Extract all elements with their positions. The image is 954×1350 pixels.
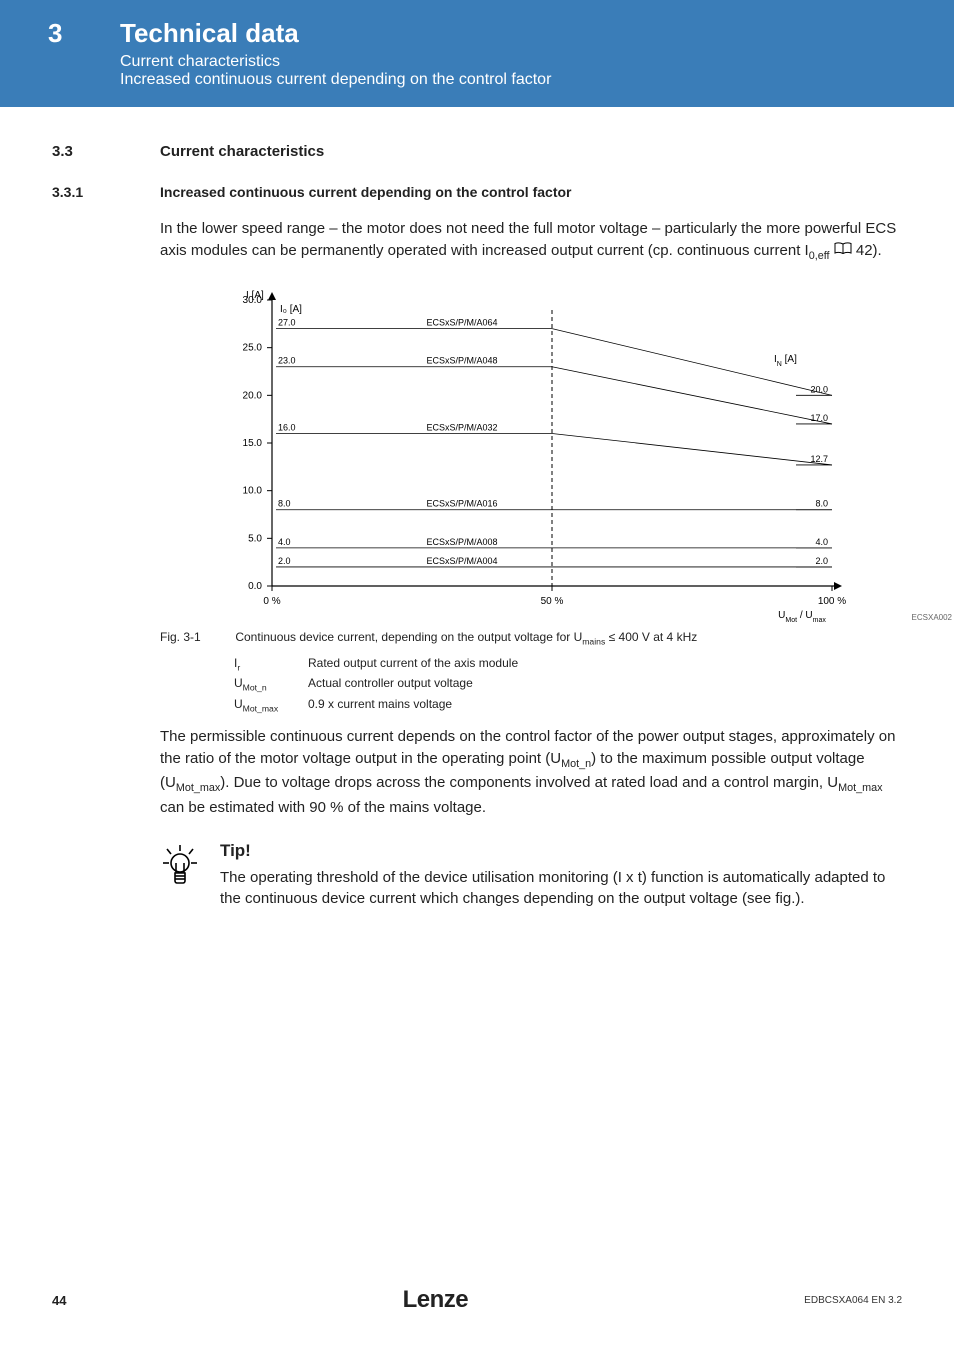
- svg-text:10.0: 10.0: [243, 486, 263, 497]
- continuous-current-chart: 0.05.010.015.020.025.030.00 %50 %100 %I …: [212, 282, 902, 622]
- svg-text:ECSxS/P/M/A004: ECSxS/P/M/A004: [426, 556, 497, 566]
- subsection-title: Increased continuous current depending o…: [160, 184, 571, 200]
- lenze-logo: Lenze: [66, 1286, 804, 1314]
- book-icon: [834, 240, 852, 262]
- page-number: 44: [52, 1293, 66, 1308]
- svg-text:ECSxS/P/M/A016: ECSxS/P/M/A016: [426, 499, 497, 509]
- subsection-heading: 3.3.1 Increased continuous current depen…: [52, 184, 902, 200]
- document-code: EDBCSXA064 EN 3.2: [804, 1295, 902, 1306]
- svg-text:ECSxS/P/M/A048: ECSxS/P/M/A048: [426, 356, 497, 366]
- legend-description: Rated output current of the axis module: [308, 655, 526, 673]
- svg-text:ECSxS/P/M/A008: ECSxS/P/M/A008: [426, 537, 497, 547]
- lightbulb-icon: [160, 841, 204, 892]
- svg-text:4.0: 4.0: [815, 537, 828, 547]
- figure-caption: Fig. 3-1 Continuous device current, depe…: [160, 630, 902, 646]
- svg-text:5.0: 5.0: [248, 534, 262, 545]
- section-number: 3.3: [52, 143, 160, 160]
- legend-symbol: UMot_max: [234, 696, 306, 714]
- paragraph-control-factor: The permissible continuous current depen…: [160, 726, 902, 819]
- svg-text:0 %: 0 %: [263, 596, 280, 607]
- tip-block: Tip! The operating threshold of the devi…: [160, 841, 902, 911]
- legend-symbol: UMot_n: [234, 675, 306, 693]
- svg-text:2.0: 2.0: [278, 556, 291, 566]
- svg-text:15.0: 15.0: [243, 438, 263, 449]
- paragraph-intro: In the lower speed range – the motor doe…: [160, 218, 902, 264]
- figure-legend: IrRated output current of the axis modul…: [232, 653, 528, 716]
- chapter-header: 3 Technical data Current characteristics…: [0, 0, 954, 107]
- chapter-title: Technical data: [120, 18, 954, 49]
- page-footer: 44 Lenze EDBCSXA064 EN 3.2: [0, 1286, 954, 1314]
- svg-text:4.0: 4.0: [278, 537, 291, 547]
- svg-text:UMot / Umax: UMot / Umax: [778, 610, 826, 622]
- svg-text:8.0: 8.0: [815, 499, 828, 509]
- svg-text:8.0: 8.0: [278, 499, 291, 509]
- svg-text:IN [A]: IN [A]: [774, 354, 797, 368]
- svg-text:20.0: 20.0: [243, 391, 263, 402]
- figure-label: Fig. 3-1: [160, 630, 232, 644]
- section-heading: 3.3 Current characteristics: [52, 143, 902, 160]
- svg-text:50 %: 50 %: [541, 596, 564, 607]
- legend-description: Actual controller output voltage: [308, 675, 526, 693]
- svg-text:27.0: 27.0: [278, 318, 296, 328]
- svg-text:I₀ [A]: I₀ [A]: [280, 304, 302, 315]
- section-title: Current characteristics: [160, 143, 324, 160]
- chapter-subtitle-1: Current characteristics: [120, 53, 954, 71]
- svg-text:12.7: 12.7: [810, 454, 828, 464]
- chapter-number: 3: [0, 18, 120, 49]
- svg-text:I [A]: I [A]: [246, 290, 264, 301]
- svg-text:0.0: 0.0: [248, 581, 262, 592]
- legend-description: 0.9 x current mains voltage: [308, 696, 526, 714]
- svg-text:16.0: 16.0: [278, 423, 296, 433]
- svg-text:ECSxS/P/M/A064: ECSxS/P/M/A064: [426, 318, 497, 328]
- tip-title: Tip!: [220, 841, 902, 861]
- legend-symbol: Ir: [234, 655, 306, 673]
- subsection-number: 3.3.1: [52, 184, 160, 200]
- svg-text:ECSxS/P/M/A032: ECSxS/P/M/A032: [426, 423, 497, 433]
- svg-text:20.0: 20.0: [810, 385, 828, 395]
- tip-text: The operating threshold of the device ut…: [220, 867, 902, 911]
- svg-text:100 %: 100 %: [818, 596, 846, 607]
- svg-text:25.0: 25.0: [243, 343, 263, 354]
- chapter-subtitle-2: Increased continuous current depending o…: [120, 71, 954, 89]
- svg-text:17.0: 17.0: [810, 413, 828, 423]
- chart-source-code: ECSXA002: [912, 613, 952, 622]
- svg-text:2.0: 2.0: [815, 556, 828, 566]
- svg-text:23.0: 23.0: [278, 356, 296, 366]
